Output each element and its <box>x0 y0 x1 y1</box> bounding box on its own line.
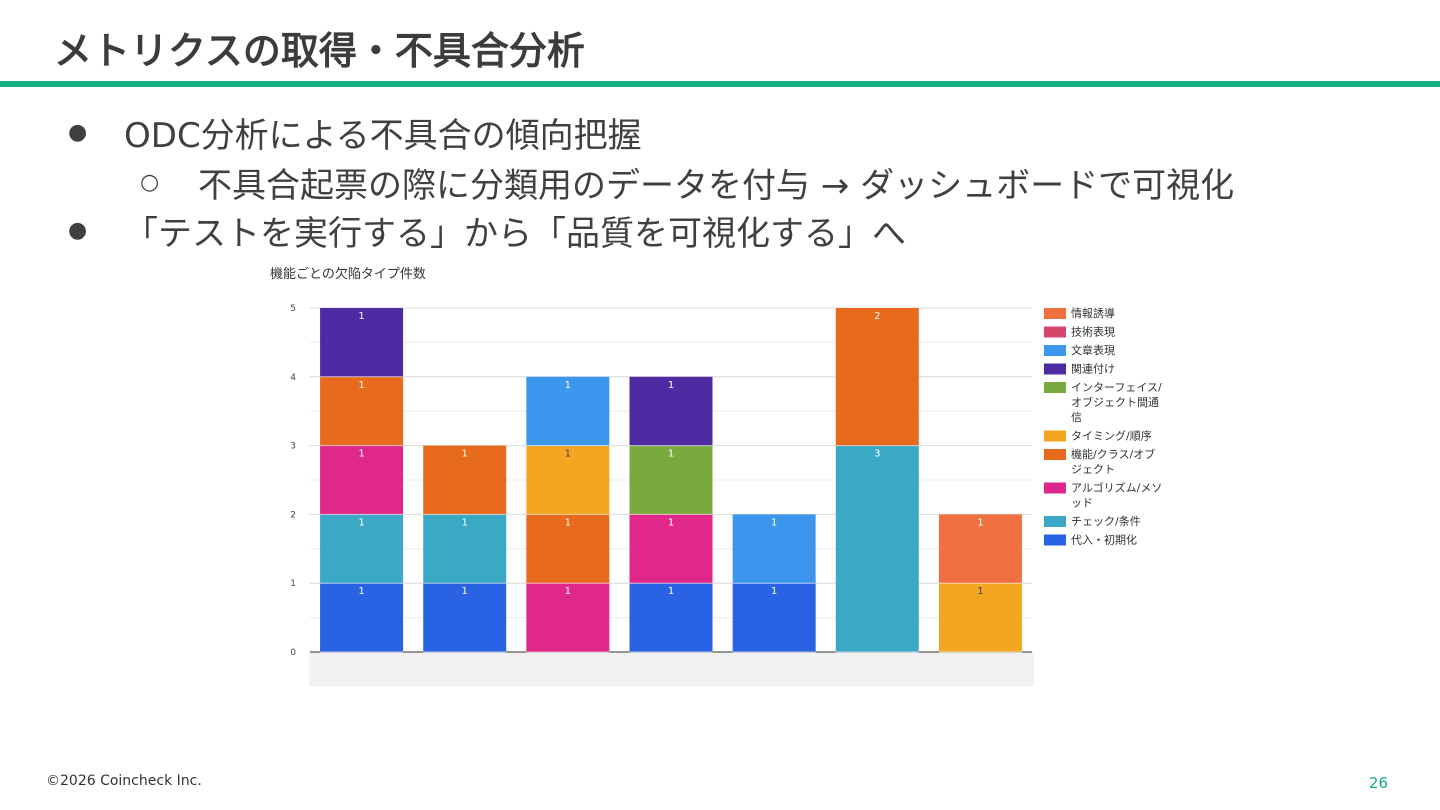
sub-bullet-marker: ○ <box>140 170 160 195</box>
bar-segment <box>320 583 404 652</box>
bar-segment <box>423 583 507 652</box>
legend-label-line: チェック/条件 <box>1071 514 1141 528</box>
legend-label: 代入・初期化 <box>1071 533 1137 547</box>
legend-label-line: タイミング/順序 <box>1071 429 1152 443</box>
bar-value-label: 1 <box>462 517 468 528</box>
y-tick-label: 4 <box>290 373 296 383</box>
bar-value-label: 3 <box>874 449 880 460</box>
bullet-marker: ● <box>68 120 88 145</box>
bar-value-label: 1 <box>358 380 364 391</box>
legend-swatch <box>1044 534 1066 546</box>
bar-value-label: 1 <box>565 586 571 597</box>
legend-label: 関連付け <box>1071 362 1115 376</box>
bullet-marker: ● <box>68 218 88 243</box>
bar-segment <box>732 514 816 584</box>
slide-title: メトリクスの取得・不具合分析 <box>54 29 585 73</box>
bar-segment <box>835 445 919 652</box>
y-tick-label: 2 <box>290 510 296 520</box>
legend-label-line: 信 <box>1071 411 1082 424</box>
y-tick-label: 5 <box>290 304 296 314</box>
legend-swatch <box>1044 363 1066 375</box>
legend-label: アルゴリズム/メソッド <box>1071 481 1162 510</box>
bar-segment <box>629 583 713 652</box>
bar-value-label: 1 <box>358 311 364 322</box>
bar-value-label: 1 <box>358 586 364 597</box>
page-number: 26 <box>1368 774 1388 792</box>
bullet-item: ODC分析による不具合の傾向把握 <box>124 116 642 156</box>
legend-label: 文章表現 <box>1071 343 1115 357</box>
legend-label-line: 代入・初期化 <box>1071 533 1137 547</box>
legend-label-line: 情報誘導 <box>1071 306 1115 320</box>
bar-segment <box>423 445 507 515</box>
title-divider <box>0 81 1440 87</box>
bar-value-label: 1 <box>977 586 983 597</box>
legend-label-line: オブジェクト間通 <box>1071 395 1159 409</box>
bar-segment <box>629 445 713 515</box>
legend-label: 機能/クラス/オブジェクト <box>1071 447 1155 476</box>
bar-segment <box>320 376 404 446</box>
bar-value-label: 1 <box>462 449 468 460</box>
bar-segment <box>938 583 1022 652</box>
bar-value-label: 1 <box>771 517 777 528</box>
bar-value-label: 1 <box>668 449 674 460</box>
legend-swatch <box>1044 308 1066 319</box>
legend-label-line: 関連付け <box>1071 362 1115 376</box>
bar-segment <box>423 514 507 584</box>
legend-label: 情報誘導 <box>1071 306 1115 320</box>
bar-value-label: 2 <box>874 311 880 322</box>
bar-value-label: 1 <box>771 586 777 597</box>
bar-segment <box>526 583 610 652</box>
y-tick-label: 3 <box>290 442 296 452</box>
legend-label: チェック/条件 <box>1071 514 1141 528</box>
legend-swatch <box>1044 482 1066 494</box>
bar-value-label: 1 <box>668 517 674 528</box>
legend-label: インターフェイス/オブジェクト間通信 <box>1071 381 1162 424</box>
bar-segment <box>629 514 713 584</box>
x-axis-band <box>309 652 1034 686</box>
legend-swatch <box>1044 382 1066 393</box>
bar-segment <box>835 308 919 446</box>
legend-swatch <box>1044 449 1066 460</box>
bar-segment <box>320 445 404 515</box>
bar-value-label: 1 <box>668 380 674 391</box>
bar-value-label: 1 <box>565 449 571 460</box>
legend-label-line: ジェクト <box>1071 463 1115 476</box>
bar-segment <box>320 514 404 584</box>
bar-segment <box>732 583 816 652</box>
legend-swatch <box>1044 516 1066 527</box>
bar-value-label: 1 <box>565 380 571 391</box>
bar-segment <box>629 376 713 446</box>
legend-label-line: アルゴリズム/メソ <box>1071 481 1162 495</box>
bar-value-label: 1 <box>358 449 364 460</box>
sub-bullet-item: 不具合起票の際に分類用のデータを付与 → ダッシュボードで可視化 <box>198 166 1235 206</box>
copyright: ©2026 Coincheck Inc. <box>46 773 202 789</box>
bullet-item: 「テストを実行する」から「品質を可視化する」へ <box>124 214 906 254</box>
bar-segment <box>526 376 610 446</box>
bar-value-label: 1 <box>462 586 468 597</box>
bar-segment <box>320 308 404 377</box>
legend-label: タイミング/順序 <box>1071 429 1152 443</box>
legend-label-line: 文章表現 <box>1071 343 1115 357</box>
chart-title: 機能ごとの欠陥タイプ件数 <box>270 266 426 282</box>
legend-swatch <box>1044 326 1066 338</box>
bar-segment <box>938 514 1022 584</box>
bar-segment <box>526 445 610 515</box>
legend-label-line: インターフェイス/ <box>1071 381 1162 394</box>
bar-value-label: 1 <box>977 517 983 528</box>
legend-label-line: 機能/クラス/オブ <box>1071 447 1155 461</box>
legend-label: 技術表現 <box>1071 325 1115 339</box>
defect-type-chart: 機能ごとの欠陥タイプ件数 0 1 2 3 4 5 1 1 1 1 1 1 1 1 1 1 1 1 1 1 1 1 1 1 3 2 1 1… <box>270 266 1162 686</box>
legend-swatch <box>1044 430 1066 442</box>
bar-value-label: 1 <box>358 517 364 528</box>
legend-swatch <box>1044 345 1066 356</box>
legend-label-line: ッド <box>1071 497 1093 510</box>
y-tick-label: 0 <box>290 648 296 658</box>
bar-value-label: 1 <box>668 586 674 597</box>
legend-label-line: 技術表現 <box>1071 325 1115 339</box>
bar-segment <box>526 514 610 584</box>
y-tick-label: 1 <box>290 579 296 589</box>
bar-value-label: 1 <box>565 517 571 528</box>
